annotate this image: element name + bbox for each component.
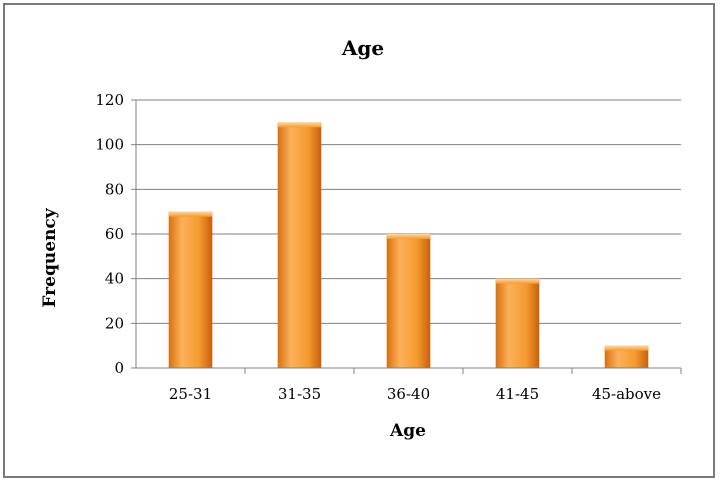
bars	[168, 122, 649, 368]
x-tick-label: 31-35	[278, 385, 321, 403]
bar	[495, 278, 540, 368]
bar-top-bevel	[277, 122, 322, 128]
y-axis-title: Frequency	[40, 207, 60, 307]
bar-top-bevel	[495, 278, 540, 284]
y-tick-label: 20	[105, 314, 124, 332]
y-tick-label: 120	[95, 91, 124, 109]
y-axis-ticks: 0 20 40 60 80 100 120	[95, 91, 137, 377]
bar-chart: Age 0 20 40 60 80 100 120 25-31 31-35 36-40 41-45…	[40, 36, 682, 441]
y-tick-label: 60	[105, 225, 124, 243]
x-tick-label: 41-45	[496, 385, 539, 403]
chart-frame: Age 0 20 40 60 80 100 120 25-31 31-35 36-40 41-45…	[3, 3, 715, 478]
x-axis-ticks: 25-31 31-35 36-40 41-45 45-above	[169, 368, 682, 403]
y-tick-label: 40	[105, 270, 124, 288]
bar	[277, 122, 322, 368]
bar	[168, 211, 213, 368]
bar-45-above	[604, 345, 649, 368]
bar-top-bevel	[168, 211, 213, 217]
y-tick-label: 100	[95, 136, 124, 154]
bar-top-bevel	[386, 234, 431, 239]
bar-31-35	[277, 122, 322, 368]
chart-title: Age	[341, 36, 384, 60]
x-axis-title: Age	[389, 421, 426, 441]
bar-top-bevel	[604, 345, 649, 351]
y-tick-label: 80	[105, 180, 124, 198]
x-tick-label: 36-40	[387, 385, 430, 403]
bar-41-45	[495, 278, 540, 368]
y-tick-label: 0	[114, 359, 124, 377]
bar	[386, 234, 431, 368]
x-tick-label: 45-above	[592, 385, 661, 403]
bar-25-31	[168, 211, 213, 368]
bar	[604, 345, 649, 368]
bar-36-40	[386, 234, 431, 368]
x-tick-label: 25-31	[169, 385, 212, 403]
